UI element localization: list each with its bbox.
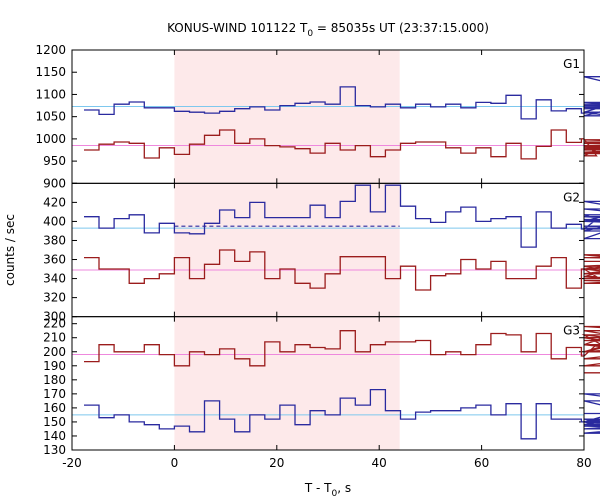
x-tick-label: 0	[171, 456, 179, 470]
x-tick-label: 80	[576, 456, 591, 470]
panel-g2-y-tick-label: 360	[43, 253, 66, 267]
panel-g3-y-tick-label: 220	[43, 317, 66, 331]
panel-g1-y-tick-label: 1100	[35, 87, 66, 101]
panel-g1-y-tick-label: 1150	[35, 65, 66, 79]
panel-g1-label: G1	[563, 57, 580, 71]
x-axis-label-main: T - T	[304, 481, 332, 495]
panel-g2-y-tick-label: 380	[43, 233, 66, 247]
panel-g3-label: G3	[563, 324, 580, 338]
panel-g3-y-tick-label: 200	[43, 345, 66, 359]
panel-g3-y-tick-label: 210	[43, 331, 66, 345]
x-tick-label: 40	[372, 456, 387, 470]
panel-g3-lower-series	[84, 325, 600, 374]
panel-g1-y-tick-label: 900	[43, 176, 66, 190]
panel-g3-y-tick-label: 150	[43, 415, 66, 429]
x-axis-label-rest: , s	[337, 481, 351, 495]
panel-g1-y-tick-label: 1000	[35, 132, 66, 146]
panel-g1-y-tick-label: 950	[43, 154, 66, 168]
panel-g2-y-tick-label: 420	[43, 195, 66, 209]
panel-g2-y-tick-label: 320	[43, 291, 66, 305]
panel-g3-y-tick-label: 190	[43, 359, 66, 373]
panel-g3-y-tick-label: 170	[43, 387, 66, 401]
panel-g2-y-tick-label: 400	[43, 214, 66, 228]
panel-g3-y-tick-label: 160	[43, 401, 66, 415]
chart-title: KONUS-WIND 101122 T0 = 85035s UT (23:37:…	[167, 21, 489, 39]
panel-g3-upper-series	[84, 388, 600, 440]
panel-g2-upper-series	[84, 184, 600, 248]
panel-g2-label: G2	[563, 190, 580, 204]
plot-area: 900 950 1000 1050 1100 1150 1200 G1 300 320 340 360…	[35, 43, 600, 470]
panel-g1-y-tick-label: 1200	[35, 43, 66, 57]
x-tick-label: 60	[474, 456, 489, 470]
panel-g3-frame	[71, 316, 585, 451]
chart-title-rest: = 85035s UT (23:37:15.000)	[313, 21, 489, 35]
panel-g2-y-tick-label: 340	[43, 272, 66, 286]
panel-g3-y-tick-label: 130	[43, 443, 66, 457]
panel-g2-y-tick-label: 300	[43, 310, 66, 324]
panel-g1-y-tick-label: 1050	[35, 110, 66, 124]
y-axis-label: counts / sec	[3, 214, 17, 286]
chart-title-subscript: 0	[307, 29, 313, 39]
chart-title-main: KONUS-WIND 101122 T	[167, 21, 308, 35]
x-tick-label: 20	[269, 456, 284, 470]
panel-g3-y-tick-label: 140	[43, 429, 66, 443]
highlight-interval	[174, 50, 400, 450]
panel-g2-lower-series	[84, 249, 600, 291]
x-tick-label: -20	[62, 456, 82, 470]
panel-g3-y-tick-label: 180	[43, 373, 66, 387]
x-axis-label: T - T0, s	[304, 481, 351, 499]
x-axis-label-subscript: 0	[332, 489, 338, 499]
